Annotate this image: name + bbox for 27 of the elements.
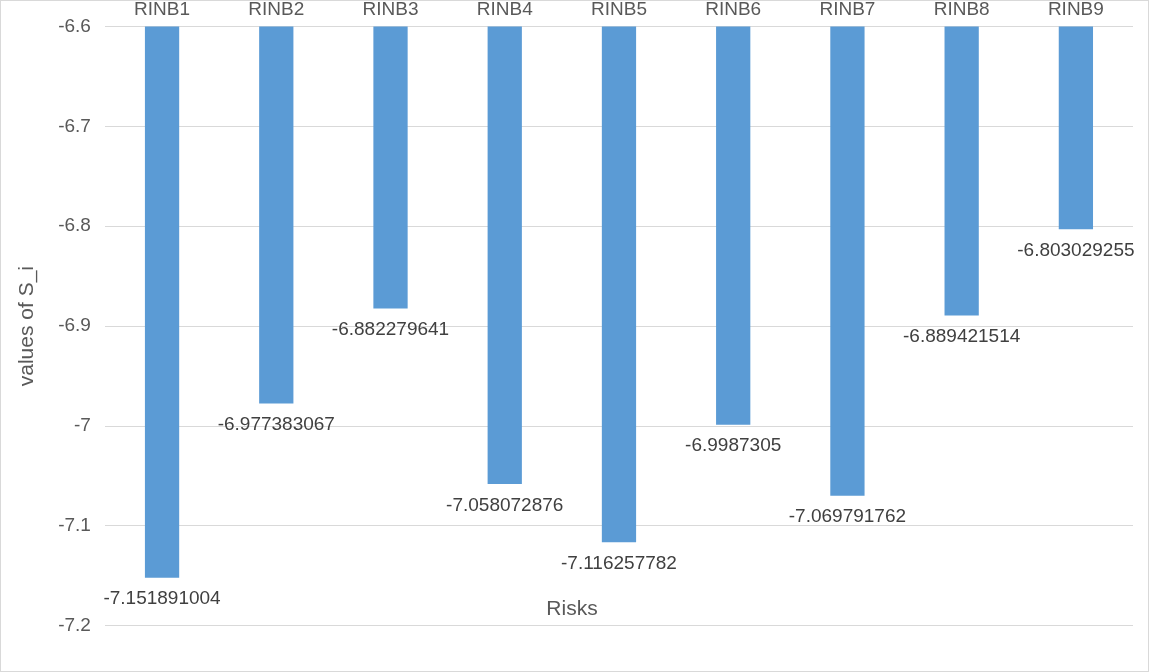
data-label: -6.9987305 bbox=[685, 434, 782, 456]
data-label: -6.977383067 bbox=[217, 413, 335, 435]
x-tick-label: RINB5 bbox=[590, 0, 647, 20]
x-tick-label: RINB2 bbox=[248, 0, 305, 20]
data-label: -6.803029255 bbox=[1017, 238, 1135, 260]
data-label: -7.116257782 bbox=[561, 551, 677, 573]
x-tick-label: RINB9 bbox=[1047, 0, 1104, 20]
data-label: -6.882279641 bbox=[331, 318, 450, 340]
data-label: -7.058072876 bbox=[446, 493, 564, 515]
y-tick-label: -6.9 bbox=[58, 314, 91, 336]
data-label: -6.889421514 bbox=[903, 325, 1021, 347]
y-tick-label: -6.6 bbox=[58, 14, 91, 36]
x-tick-label: RINB3 bbox=[362, 0, 419, 20]
y-tick-label: -7.1 bbox=[58, 514, 91, 536]
x-tick-label: RINB4 bbox=[476, 0, 534, 20]
y-tick-label: -6.8 bbox=[58, 214, 91, 236]
y-axis-title: values of S_i bbox=[14, 265, 39, 387]
y-tick-label: -6.7 bbox=[58, 114, 91, 136]
y-tick-label: -7 bbox=[74, 414, 91, 436]
data-label: -7.069791762 bbox=[788, 505, 907, 527]
x-tick-label: RINB1 bbox=[134, 0, 191, 20]
x-axis-title: Risks bbox=[546, 596, 598, 619]
y-tick-label: -7.2 bbox=[58, 614, 91, 636]
data-label: -7.151891004 bbox=[103, 587, 222, 609]
x-tick-label: RINB6 bbox=[705, 0, 762, 20]
x-tick-label: RINB8 bbox=[933, 0, 990, 20]
x-tick-label: RINB7 bbox=[819, 0, 876, 20]
